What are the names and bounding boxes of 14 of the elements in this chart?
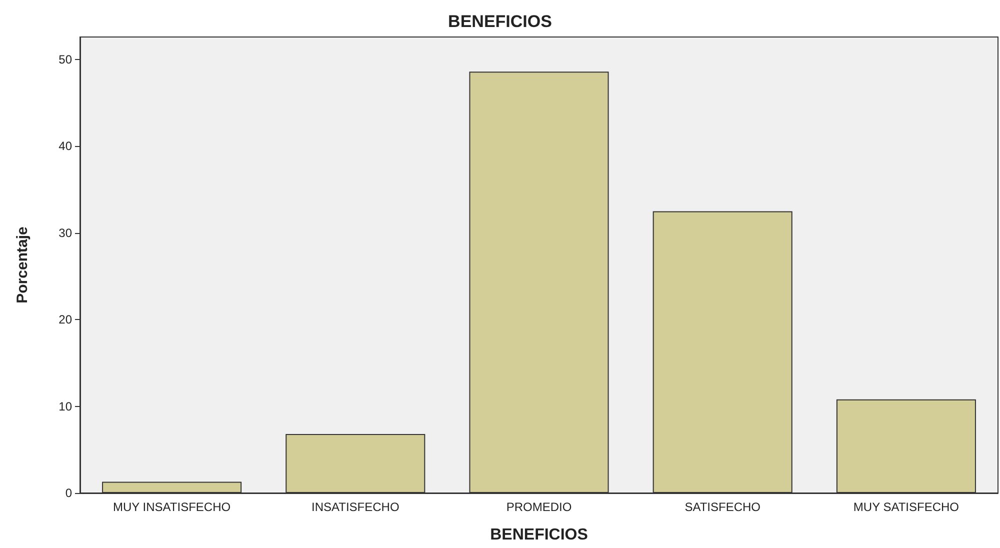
chart-title: BENEFICIOS (448, 12, 552, 31)
y-tick-label: 50 (58, 52, 72, 67)
y-tick-label: 20 (58, 312, 72, 327)
x-tick-label: INSATISFECHO (312, 500, 400, 514)
x-tick-label: MUY SATISFECHO (853, 500, 959, 514)
x-axis-title: BENEFICIOS (490, 526, 588, 544)
x-tick-label: MUY INSATISFECHO (113, 500, 231, 514)
y-tick-label: 40 (58, 139, 72, 154)
y-axis-title: Porcentaje (14, 226, 31, 304)
x-tick-label: PROMEDIO (506, 500, 572, 514)
x-tick-label: SATISFECHO (684, 500, 760, 514)
y-tick-label: 0 (65, 486, 72, 500)
y-tick-label: 30 (58, 226, 72, 240)
y-tick-label: 10 (58, 399, 72, 414)
